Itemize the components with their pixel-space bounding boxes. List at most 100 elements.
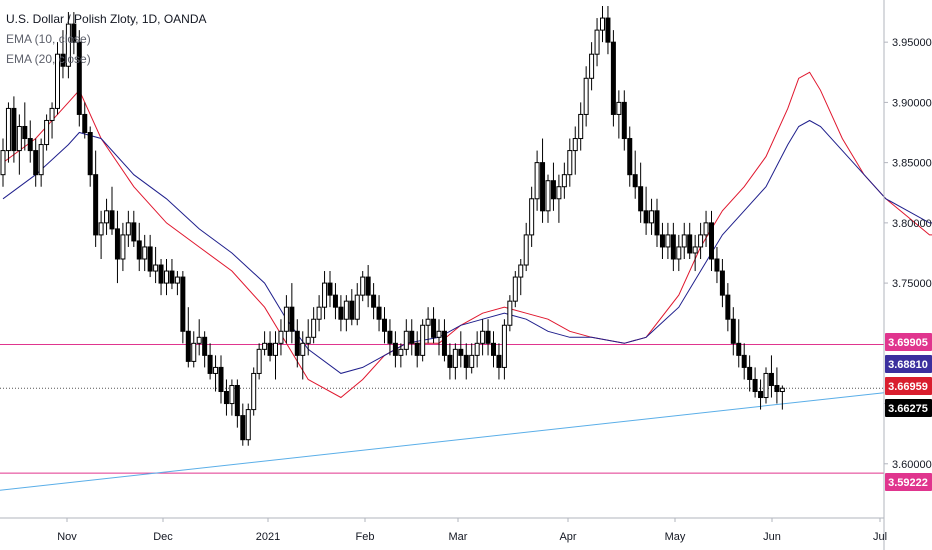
candle [730,307,736,356]
candle-body [398,348,404,356]
candle-body [420,324,426,356]
candle [763,367,769,404]
candle [267,331,273,362]
candle [229,379,235,416]
candle-body [414,342,420,356]
candle-body [114,228,120,260]
candle [425,307,431,344]
candle [142,234,148,272]
price-tag: 3.68810 [885,355,932,373]
candle [283,295,289,344]
candle-body [501,324,507,368]
candle [758,379,764,410]
candle-body [561,174,567,188]
candle [616,90,622,139]
candle [207,343,213,380]
candle-body [485,330,491,344]
candle [185,307,191,368]
candle [458,331,464,368]
candle [169,259,175,290]
candle-body [382,318,387,332]
candle [491,331,496,368]
candle-body [507,300,513,326]
candle-body [283,306,289,332]
candle-body [98,222,104,236]
candle-body [229,384,235,405]
candle-body [65,23,71,67]
candle [578,102,584,151]
candle-body [245,409,251,441]
price-tag: 3.59222 [885,473,932,491]
candle [452,343,458,380]
candle-body [55,53,60,109]
candle [420,319,426,362]
candle-body [529,198,535,236]
candle [480,319,486,356]
candle-body [649,210,655,224]
candle [594,18,600,67]
candle-body [567,150,573,176]
candle [485,319,491,356]
ema-fast-label: EMA (10, close) [6,32,91,46]
candle [27,120,33,163]
candle-body [136,240,142,260]
candle [779,385,785,410]
candle [104,198,110,235]
candle-body [616,101,622,115]
candle [349,289,355,326]
candle-body [49,107,55,121]
candle-body [120,234,126,260]
candle [38,138,44,187]
candle-body [725,294,731,320]
ema-line-0 [2,71,932,399]
candle [44,114,50,151]
candle-body [392,342,398,356]
candle [610,30,616,127]
candle [382,307,387,344]
candle [213,355,219,392]
candle-body [703,222,709,236]
candle-body [289,306,295,332]
candle-body [60,53,66,67]
candle-body [147,246,153,272]
candle-body [278,330,284,344]
candle-body [104,210,110,224]
candle-body [316,306,322,320]
candle [556,174,562,223]
candle-body [22,125,28,140]
candle-body [376,306,382,320]
candle-body [191,342,197,362]
candle [164,259,169,296]
candle [463,343,469,380]
candle-body [38,144,44,176]
trendline[interactable] [0,392,885,491]
candle [447,343,453,380]
candle-body [469,354,475,368]
candle-body [109,210,115,230]
candle [523,222,529,272]
candle-body [512,276,518,302]
candle [196,319,202,356]
x-tick-label: Mar [449,531,468,543]
candle-body [218,366,224,393]
candle-body [44,119,50,146]
candle [703,210,709,247]
candle-body [447,354,453,368]
candle [278,319,284,356]
candle [322,271,328,320]
y-tick-label: 3.85000 [892,158,932,170]
candle [289,283,295,344]
ema-line-1 [2,119,932,374]
candle-body [354,294,360,320]
candle [153,246,159,284]
candle [741,343,747,380]
price-tag-bg [885,377,932,395]
candle-body [665,234,671,248]
candle-body [153,264,159,272]
candle [136,222,142,272]
candle [11,96,17,163]
candle-body [758,391,764,399]
candle [638,162,644,223]
candle-body [523,234,529,266]
